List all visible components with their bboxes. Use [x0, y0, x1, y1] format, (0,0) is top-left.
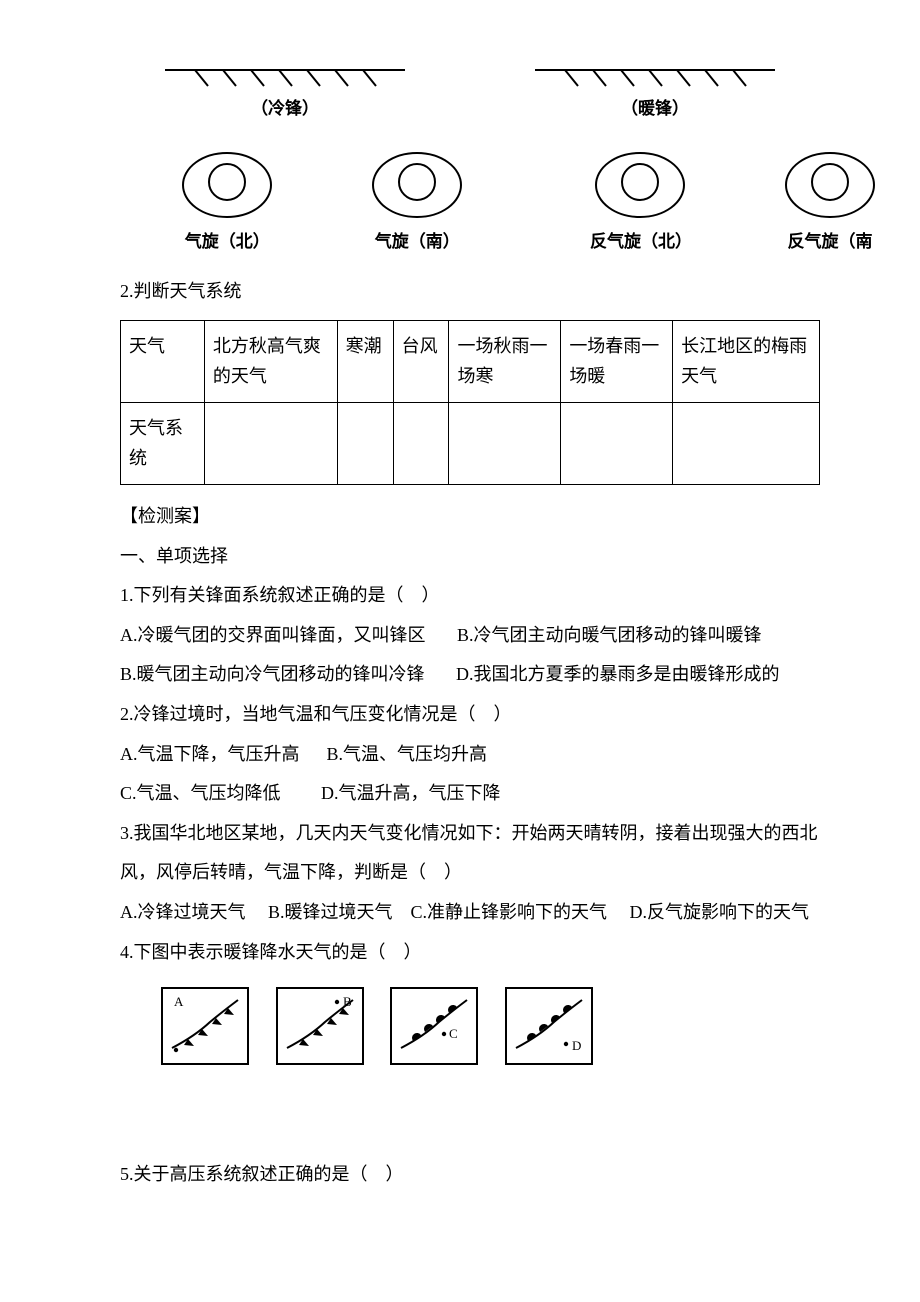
- q4-box-a: A: [160, 986, 250, 1081]
- cell-blank: [449, 402, 561, 484]
- q1-line2: B.暖气团主动向冷气团移动的锋叫冷锋 D.我国北方夏季的暴雨多是由暖锋形成的: [120, 655, 820, 695]
- mcq-heading: 一、单项选择: [120, 537, 820, 577]
- cyclone-south-label: 气旋（南）: [375, 227, 460, 252]
- th-autumn: 北方秋高气爽的天气: [204, 320, 337, 402]
- q3-optA: A.冷锋过境天气: [120, 902, 246, 922]
- anticyclone-north-svg: [590, 149, 690, 221]
- anticyclone-north: 反气旋（北）: [590, 149, 690, 252]
- th-typhoon: 台风: [393, 320, 449, 402]
- cyclone-south: 气旋（南）: [367, 149, 467, 252]
- q4-figure: A B: [160, 986, 820, 1081]
- th-weather: 天气: [121, 320, 205, 402]
- cyclone-north-svg: [177, 149, 277, 221]
- anticyclone-south-svg: [780, 149, 880, 221]
- q3-stem: 3.我国华北地区某地，几天内天气变化情况如下：开始两天晴转阴，接着出现强大的西北…: [120, 814, 820, 893]
- th-spring-rain: 一场春雨一场暖: [561, 320, 673, 402]
- q2-line1: A.气温下降，气压升高 B.气温、气压均升高: [120, 735, 820, 775]
- q2-optB: B.气温、气压均升高: [327, 744, 488, 764]
- cell-blank: [561, 402, 673, 484]
- cell-blank: [204, 402, 337, 484]
- q2-optD: D.气温升高，气压下降: [321, 783, 501, 803]
- section2-title: 2.判断天气系统: [120, 272, 820, 312]
- cold-front-svg: [160, 60, 410, 90]
- svg-text:C: C: [449, 1026, 458, 1041]
- cell-blank: [393, 402, 449, 484]
- q3-options: A.冷锋过境天气 B.暖锋过境天气 C.准静止锋影响下的天气 D.反气旋影响下的…: [120, 893, 820, 933]
- table-row: 天气 北方秋高气爽的天气 寒潮 台风 一场秋雨一场寒 一场春雨一场暖 长江地区的…: [121, 320, 820, 402]
- q1-optB1: B.冷气团主动向暖气团移动的锋叫暖锋: [457, 625, 762, 645]
- q4-box-d: D: [504, 986, 594, 1081]
- row2-label: 天气系统: [121, 402, 205, 484]
- test-heading: 【检测案】: [120, 497, 820, 537]
- cell-blank: [673, 402, 820, 484]
- q4-box-c: C: [389, 986, 479, 1081]
- cyclone-north-label: 气旋（北）: [185, 227, 270, 252]
- q3-optD: D.反气旋影响下的天气: [630, 902, 810, 922]
- anticyclone-south-label: 反气旋（南: [788, 227, 873, 252]
- warm-front-svg: [530, 60, 780, 90]
- warm-front-symbol: （暖锋）: [530, 60, 780, 119]
- q2-stem: 2.冷锋过境时，当地气温和气压变化情况是（ ）: [120, 695, 820, 735]
- q2-line2: C.气温、气压均降低 D.气温升高，气压下降: [120, 774, 820, 814]
- q2-optC: C.气温、气压均降低: [120, 783, 281, 803]
- table-row: 天气系统: [121, 402, 820, 484]
- q1-optD: D.我国北方夏季的暴雨多是由暖锋形成的: [456, 664, 780, 684]
- cold-front-label: （冷锋）: [251, 94, 319, 119]
- q1-optB2: B.暖气团主动向冷气团移动的锋叫冷锋: [120, 664, 425, 684]
- q4-stem: 4.下图中表示暖锋降水天气的是（ ）: [120, 933, 820, 973]
- q3-optB: B.暖锋过境天气: [268, 902, 393, 922]
- q1-line1: A.冷暖气团的交界面叫锋面，又叫锋区 B.冷气团主动向暖气团移动的锋叫暖锋: [120, 616, 820, 656]
- q4-box-b: B: [275, 986, 365, 1081]
- cyclone-south-svg: [367, 149, 467, 221]
- svg-text:A: A: [174, 994, 184, 1009]
- warm-front-label: （暖锋）: [621, 94, 689, 119]
- q1-stem: 1.下列有关锋面系统叙述正确的是（ ）: [120, 576, 820, 616]
- svg-text:D: D: [572, 1038, 581, 1053]
- q5-stem: 5.关于高压系统叙述正确的是（ ）: [120, 1155, 820, 1195]
- q2-optA: A.气温下降，气压升高: [120, 744, 300, 764]
- cold-front-symbol: （冷锋）: [160, 60, 410, 119]
- anticyclone-north-label: 反气旋（北）: [590, 227, 690, 252]
- weather-table: 天气 北方秋高气爽的天气 寒潮 台风 一场秋雨一场寒 一场春雨一场暖 长江地区的…: [120, 320, 820, 485]
- th-meiyu: 长江地区的梅雨天气: [673, 320, 820, 402]
- q1-optA: A.冷暖气团的交界面叫锋面，又叫锋区: [120, 625, 426, 645]
- th-coldwave: 寒潮: [337, 320, 393, 402]
- cell-blank: [337, 402, 393, 484]
- anticyclone-south: 反气旋（南: [780, 149, 880, 252]
- cyclone-north: 气旋（北）: [177, 149, 277, 252]
- th-autumn-rain: 一场秋雨一场寒: [449, 320, 561, 402]
- q3-optC: C.准静止锋影响下的天气: [411, 902, 608, 922]
